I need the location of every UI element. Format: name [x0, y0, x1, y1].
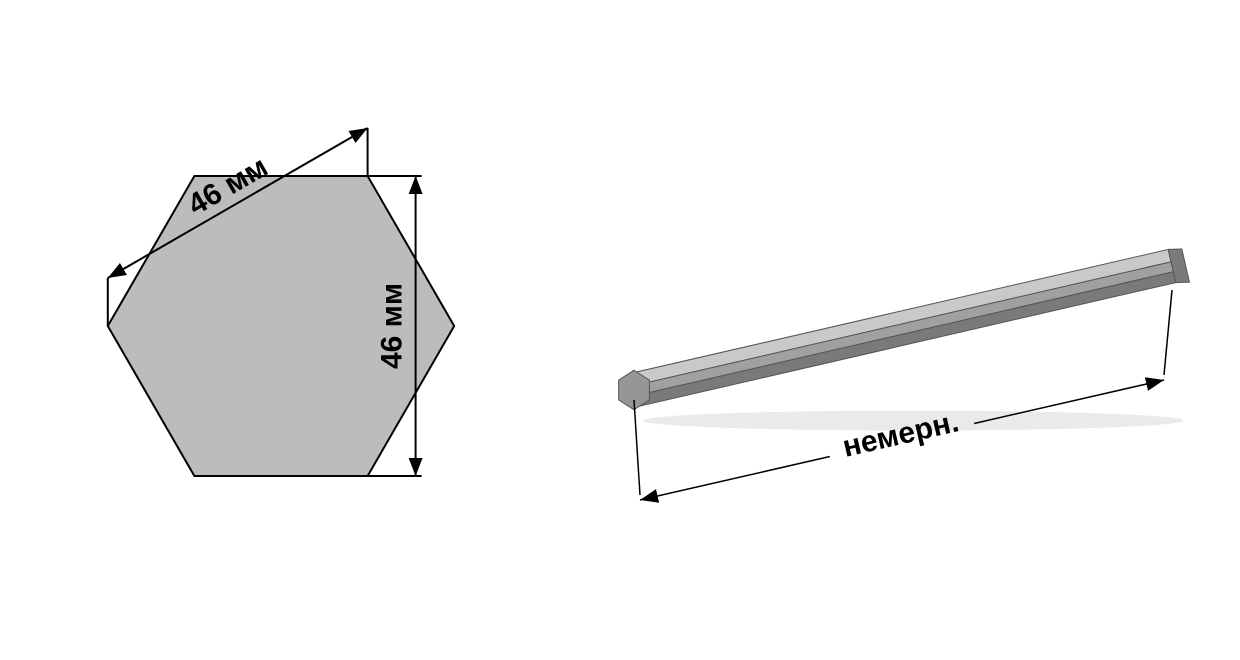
- dim-right-label: 46 мм: [376, 283, 409, 369]
- diagram-canvas: 46 мм46 ммнемерн.: [0, 0, 1240, 660]
- dim-length-line: [640, 457, 830, 500]
